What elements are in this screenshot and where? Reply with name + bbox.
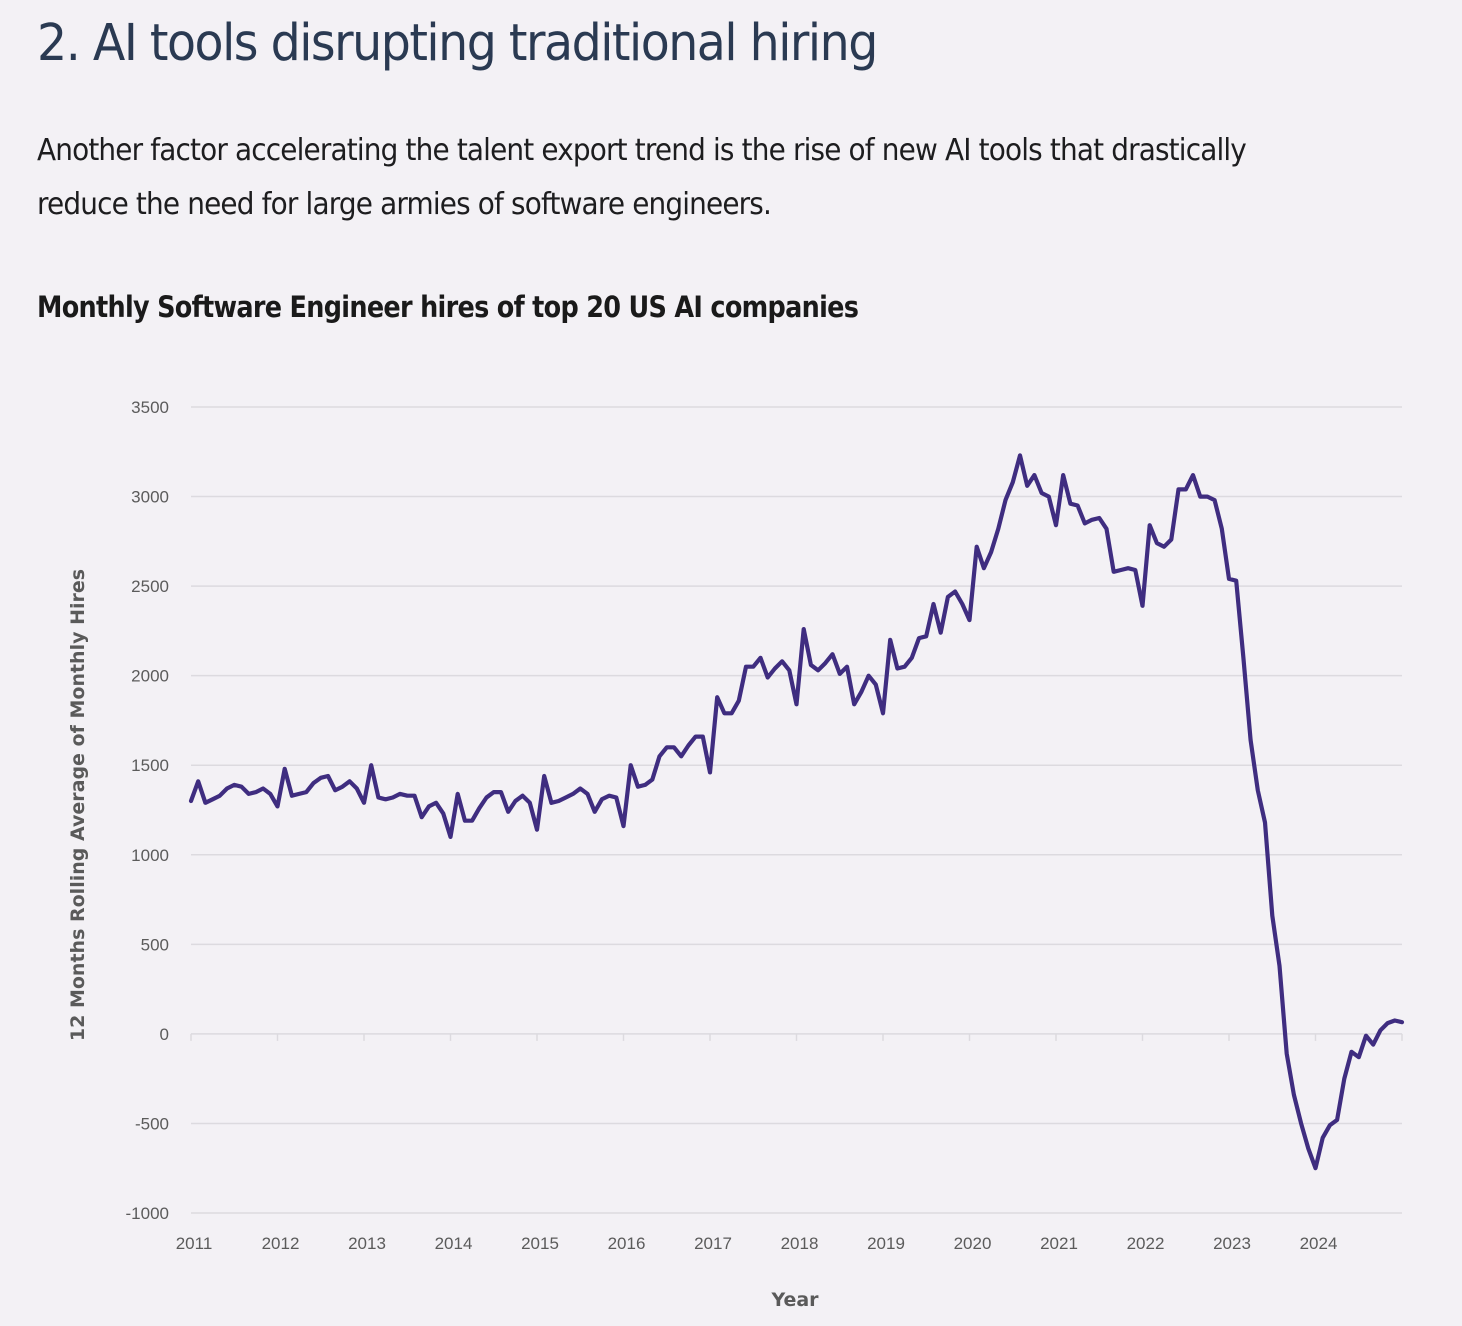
x-tick-label: 2024: [1300, 1234, 1338, 1253]
series-layer: [188, 453, 1405, 1171]
y-tick-label: 1000: [131, 846, 169, 865]
x-tick-label: 2017: [694, 1234, 732, 1253]
series-line: [188, 453, 1405, 1171]
x-tick-label: 2014: [435, 1234, 473, 1253]
y-tick-label: -1000: [126, 1204, 169, 1223]
x-tick-label: 2021: [1040, 1234, 1078, 1253]
x-tick-label: 2022: [1127, 1234, 1165, 1253]
x-tick-label: 2018: [781, 1234, 819, 1253]
y-tick-label: 3000: [131, 488, 169, 507]
x-axis-title: Year: [770, 1289, 819, 1311]
y-tick-label: 0: [160, 1025, 169, 1044]
x-tick-label: 2023: [1213, 1234, 1251, 1253]
y-tick-label: 500: [141, 935, 169, 954]
y-axis-title: 12 Months Rolling Average of Monthly Hir…: [67, 569, 89, 1041]
y-tick-label: 1500: [131, 756, 169, 775]
x-tick-label: 2011: [176, 1234, 213, 1253]
x-axis-ticks: 2011 2012 2013 2014 2015 2016 2017 2018 2019 2020…: [176, 1033, 1403, 1253]
x-tick-label: 2015: [521, 1234, 559, 1253]
x-tick-label: 2019: [867, 1234, 905, 1253]
x-tick-label: 2013: [348, 1234, 386, 1253]
y-tick-label: 2500: [131, 577, 169, 596]
intro-paragraph: Another factor accelerating the talent e…: [37, 133, 1247, 222]
chart-title: Monthly Software Engineer hires of top 2…: [37, 290, 859, 324]
y-tick-label: 2000: [131, 667, 169, 686]
section-heading: 2. AI tools disrupting traditional hirin…: [37, 14, 878, 73]
x-tick-label: 2020: [954, 1234, 992, 1253]
x-tick-label: 2012: [262, 1234, 300, 1253]
y-axis-ticks: 3500 3000 2500 2000 1500 1000 500 0 -500 -1000: [126, 398, 169, 1223]
y-tick-label: -500: [135, 1114, 169, 1133]
y-tick-label: 3500: [131, 398, 169, 417]
x-tick-label: 2016: [608, 1234, 646, 1253]
